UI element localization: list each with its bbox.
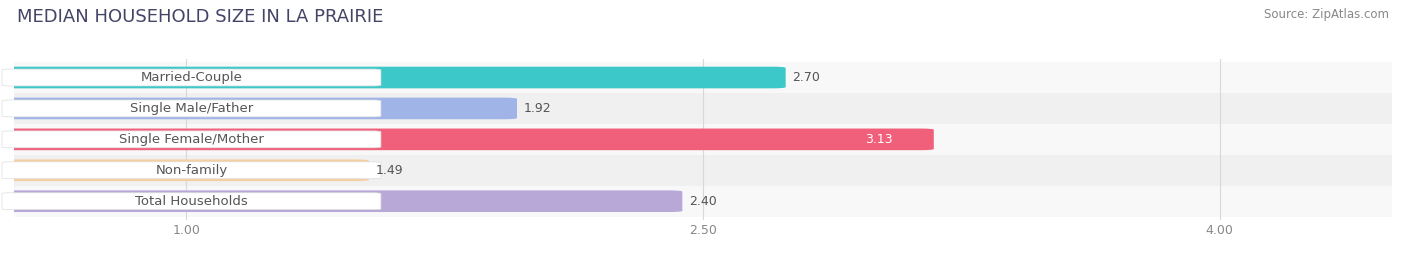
FancyBboxPatch shape (1, 100, 381, 117)
Text: 2.40: 2.40 (689, 195, 717, 208)
Text: 2.70: 2.70 (793, 71, 821, 84)
FancyBboxPatch shape (0, 129, 934, 150)
Bar (14, 155, 1392, 186)
Text: Total Households: Total Households (135, 195, 247, 208)
Bar (14, 186, 1392, 217)
Bar (14, 62, 1392, 93)
FancyBboxPatch shape (1, 162, 381, 179)
Bar (14, 93, 1392, 124)
Text: 3.13: 3.13 (865, 133, 893, 146)
Text: Single Female/Mother: Single Female/Mother (120, 133, 264, 146)
FancyBboxPatch shape (1, 131, 381, 148)
FancyBboxPatch shape (1, 69, 381, 86)
Text: Source: ZipAtlas.com: Source: ZipAtlas.com (1264, 8, 1389, 21)
Text: 1.92: 1.92 (524, 102, 551, 115)
FancyBboxPatch shape (0, 159, 368, 181)
Text: MEDIAN HOUSEHOLD SIZE IN LA PRAIRIE: MEDIAN HOUSEHOLD SIZE IN LA PRAIRIE (17, 8, 384, 26)
FancyBboxPatch shape (0, 98, 517, 119)
FancyBboxPatch shape (0, 190, 682, 212)
Text: Single Male/Father: Single Male/Father (129, 102, 253, 115)
FancyBboxPatch shape (1, 193, 381, 210)
Text: Married-Couple: Married-Couple (141, 71, 242, 84)
FancyBboxPatch shape (0, 67, 786, 88)
Text: Non-family: Non-family (155, 164, 228, 177)
Text: 1.49: 1.49 (375, 164, 404, 177)
Bar (14, 124, 1392, 155)
